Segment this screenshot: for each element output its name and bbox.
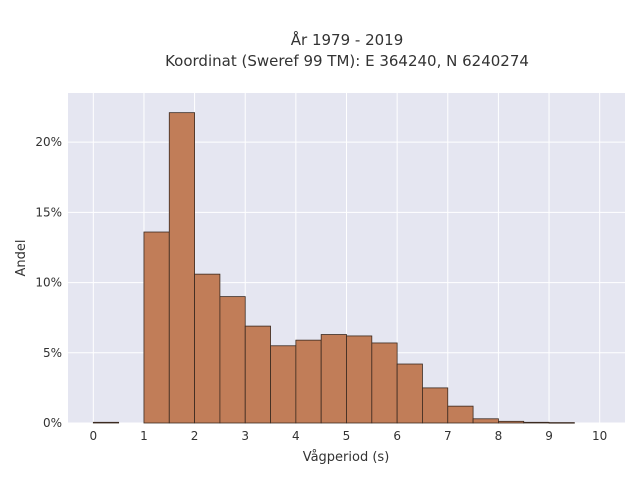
histogram-bar-2 <box>168 112 195 424</box>
histogram-bar-4 <box>219 296 246 424</box>
y-tick-label: 5% <box>43 346 62 360</box>
x-axis-label: Vågperiod (s) <box>303 450 390 465</box>
histogram-bar-15 <box>498 420 525 424</box>
x-tick-label: 3 <box>241 429 249 443</box>
x-tick-label: 0 <box>89 429 97 443</box>
y-tick-label: 10% <box>35 276 62 290</box>
histogram-bar-9 <box>346 335 373 424</box>
bars <box>92 112 575 424</box>
x-tick-label: 4 <box>292 429 300 443</box>
histogram-bar-0 <box>92 421 120 424</box>
histogram-bar-11 <box>396 363 423 424</box>
x-tick-label: 6 <box>393 429 401 443</box>
y-tick-label: 20% <box>35 135 62 149</box>
y-tick-label: 0% <box>43 416 62 430</box>
histogram-bar-13 <box>447 405 474 424</box>
histogram-bar-3 <box>194 273 221 424</box>
histogram-bar-10 <box>371 342 398 424</box>
y-axis-ticks: 0% 5% 10% 15% 20% <box>35 135 62 430</box>
histogram-bar-14 <box>472 418 499 424</box>
y-axis-label: Andel <box>14 240 29 277</box>
x-tick-label: 10 <box>592 429 607 443</box>
histogram-bar-12 <box>422 387 449 424</box>
histogram-bar-17 <box>548 422 575 424</box>
x-tick-label: 8 <box>495 429 503 443</box>
histogram-bar-1 <box>143 231 170 424</box>
x-tick-label: 1 <box>140 429 148 443</box>
y-tick-label: 15% <box>35 205 62 219</box>
histogram-bar-5 <box>244 325 271 424</box>
histogram-bar-8 <box>320 334 347 424</box>
histogram-bar-7 <box>295 339 322 424</box>
x-tick-label: 5 <box>343 429 351 443</box>
chart-title-line1: År 1979 - 2019 <box>291 30 404 49</box>
x-tick-label: 2 <box>191 429 199 443</box>
x-tick-label: 7 <box>444 429 452 443</box>
histogram-bar-6 <box>270 345 297 424</box>
x-axis-ticks: 0 1 2 3 4 5 6 7 8 9 10 <box>89 429 607 443</box>
chart-title-line2: Koordinat (Sweref 99 TM): E 364240, N 62… <box>165 52 529 70</box>
histogram-bar-16 <box>523 421 550 424</box>
x-tick-label: 9 <box>545 429 553 443</box>
